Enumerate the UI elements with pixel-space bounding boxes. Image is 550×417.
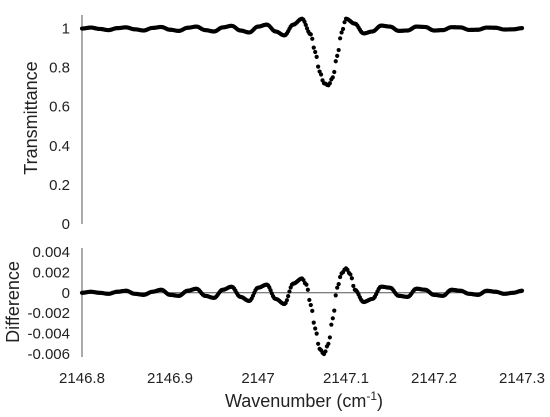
wavenumber-x-tick-label: 2147.2: [411, 370, 457, 387]
transmittance-y-tick-label: 0.4: [49, 138, 70, 155]
transmittance-point: [342, 20, 347, 25]
difference-point: [332, 308, 337, 313]
difference-point: [304, 282, 309, 287]
difference-point: [323, 349, 328, 354]
difference-point: [313, 326, 318, 331]
difference-point: [349, 276, 354, 281]
wavenumber-x-tick-label: 2146.8: [59, 370, 105, 387]
transmittance-points: [79, 16, 525, 88]
difference-point: [351, 283, 356, 289]
transmittance-point: [314, 54, 319, 59]
wavenumber-x-tick-label: 2147: [241, 370, 274, 387]
difference-point: [333, 293, 338, 298]
transmittance-point: [332, 69, 337, 75]
transmittance-y-tick-label: 0: [62, 216, 70, 233]
transmittance-y-tick-label: 0.8: [49, 60, 70, 77]
difference-point: [326, 341, 331, 346]
transmittance-point: [336, 47, 341, 53]
transmittance-y-axis-title: Transmittance: [21, 61, 41, 174]
difference-points: [79, 266, 525, 357]
transmittance-point: [313, 49, 318, 55]
wavenumber-x-axis-title: Wavenumber (cm-1): [225, 389, 383, 411]
transmittance-point: [303, 22, 308, 27]
difference-point: [287, 289, 292, 294]
difference-point: [336, 282, 341, 287]
difference-point: [519, 288, 525, 293]
difference-point: [316, 341, 321, 346]
transmittance-y-ticks: 0 0.2 0.4 0.6 0.8 1: [49, 21, 70, 233]
transmittance-y-tick-label: 0.2: [49, 177, 70, 194]
transmittance-point: [340, 26, 346, 32]
difference-point: [305, 287, 310, 292]
transmittance-point: [316, 64, 321, 69]
difference-point: [308, 302, 313, 308]
difference-point: [335, 285, 340, 290]
wavenumber-x-ticks: 2146.8 2146.9 2147 2147.1 2147.2 2147.3: [59, 370, 545, 387]
wavenumber-x-tick-label: 2147.3: [499, 370, 545, 387]
transmittance-point: [519, 26, 525, 31]
difference-y-tick-label: 0.002: [32, 264, 70, 281]
transmittance-point: [335, 53, 340, 59]
transmittance-y-tick-label: 0.6: [49, 99, 70, 116]
transmittance-point: [330, 75, 335, 80]
difference-point: [327, 335, 332, 340]
difference-y-tick-label: -0.004: [27, 326, 70, 343]
difference-y-axis-title: Difference: [3, 261, 23, 343]
difference-point: [307, 297, 312, 303]
difference-point: [310, 308, 315, 314]
transmittance-point: [308, 32, 313, 37]
difference-point: [330, 316, 335, 321]
difference-point: [348, 272, 353, 277]
transmittance-point: [311, 45, 316, 50]
difference-point: [314, 331, 319, 336]
difference-y-tick-label: -0.002: [27, 305, 70, 322]
transmittance-panel: 0 0.2 0.4 0.6 0.8 1 Transmittance: [21, 15, 525, 233]
difference-point: [311, 320, 316, 325]
transmittance-point: [318, 72, 324, 77]
transmittance-y-tick-label: 1: [62, 21, 70, 38]
difference-y-tick-label: 0.004: [32, 244, 70, 261]
difference-point: [268, 288, 273, 293]
difference-y-tick-label: -0.006: [27, 346, 70, 363]
difference-y-tick-label: 0: [62, 285, 70, 302]
transmittance-point: [310, 36, 315, 41]
difference-y-ticks: -0.006 -0.004 -0.002 0 0.002 0.004: [27, 244, 70, 363]
wavenumber-x-tick-label: 2146.9: [147, 370, 193, 387]
difference-point: [329, 322, 334, 327]
wavenumber-x-tick-label: 2147.1: [323, 370, 369, 387]
transmittance-point: [333, 59, 338, 64]
difference-point: [286, 293, 291, 299]
difference-point: [338, 274, 343, 280]
difference-point: [284, 298, 290, 303]
transmittance-point: [339, 30, 344, 35]
transmittance-point: [327, 81, 332, 86]
transmittance-point: [338, 36, 343, 41]
